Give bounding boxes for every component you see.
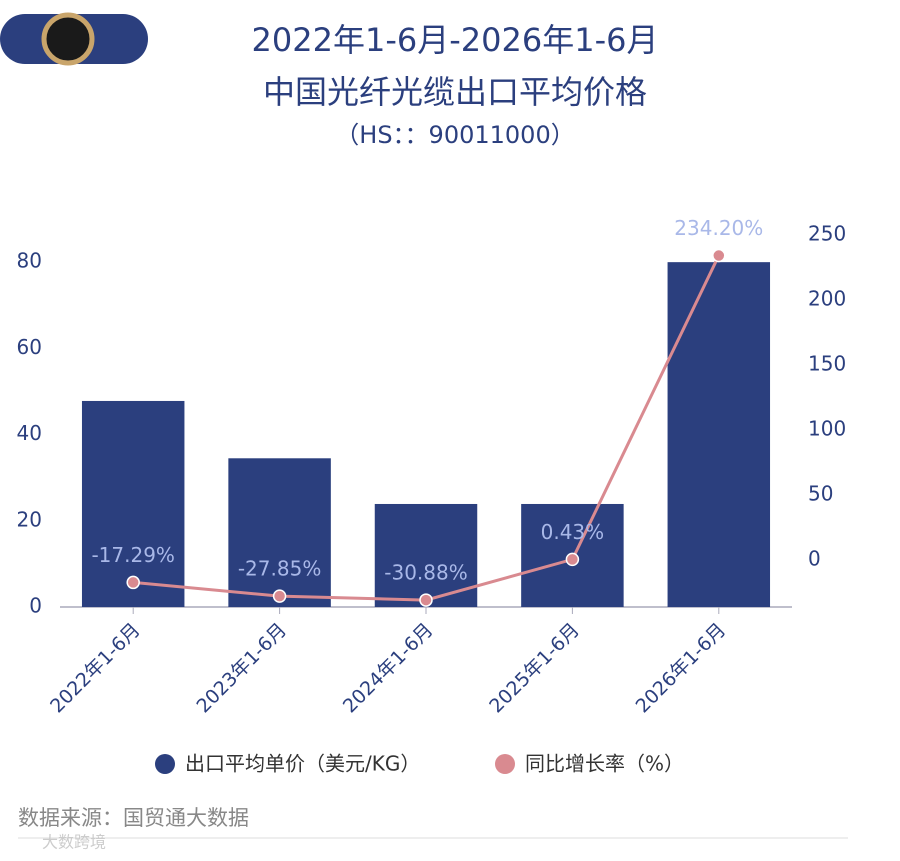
data-label: -27.85%	[238, 557, 321, 581]
x-tick-label: 2025年1-6月	[485, 619, 584, 718]
watermark: 大数跨境	[42, 833, 106, 852]
x-tick-label: 2022年1-6月	[46, 619, 145, 718]
data-label: 234.20%	[674, 216, 763, 240]
y2-tick-label: 250	[808, 222, 846, 246]
legend-label: 同比增长率（%）	[525, 752, 684, 776]
y-tick-label: 20	[17, 507, 42, 531]
x-tick-label: 2023年1-6月	[192, 619, 291, 718]
y-tick-label: 0	[29, 594, 42, 618]
data-label: -17.29%	[91, 543, 174, 567]
legend-marker	[155, 754, 175, 774]
chart-title: 中国光纤光缆出口平均价格	[263, 73, 647, 111]
chart-subtitle: （HS：：90011000）	[335, 121, 574, 149]
y2-tick-label: 200	[808, 286, 846, 310]
bar	[667, 262, 771, 607]
data-label: 0.43%	[541, 520, 605, 544]
line-point	[126, 575, 140, 590]
y-tick-label: 80	[17, 249, 42, 273]
line-point	[419, 593, 433, 607]
y2-tick-label: 150	[808, 351, 846, 375]
bar	[81, 400, 185, 607]
y2-tick-label: 50	[808, 481, 833, 505]
legend-marker	[495, 754, 515, 774]
line-point	[712, 248, 726, 263]
line-point	[272, 589, 287, 603]
x-tick-label: 2024年1-6月	[339, 619, 438, 718]
data-label: -30.88%	[384, 561, 467, 585]
x-tick-label: 2026年1-6月	[632, 619, 731, 718]
logo-reel-rim	[41, 12, 95, 66]
source-note: 数据来源：国贸通大数据	[18, 806, 249, 830]
y-tick-label: 40	[17, 421, 42, 445]
line-point	[565, 552, 580, 567]
legend-label: 出口平均单价（美元/KG）	[185, 752, 420, 776]
chart-title: 2022年1-6月-2026年1-6月	[252, 21, 659, 59]
y-tick-label: 60	[17, 335, 42, 359]
y2-tick-label: 0	[808, 546, 821, 570]
y2-tick-label: 100	[808, 416, 846, 440]
bar	[228, 458, 331, 607]
logo-cable-reel	[44, 15, 92, 63]
